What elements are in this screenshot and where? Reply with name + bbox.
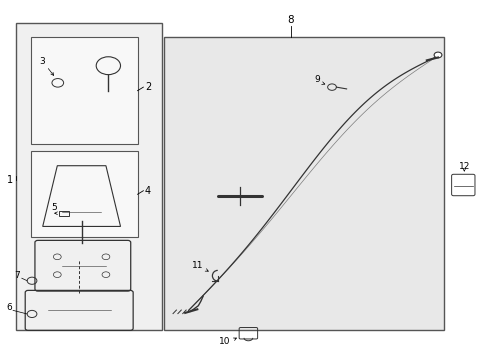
Circle shape bbox=[433, 52, 441, 58]
Text: 9: 9 bbox=[313, 75, 319, 84]
Text: 4: 4 bbox=[144, 186, 151, 196]
Text: 8: 8 bbox=[287, 15, 293, 24]
Text: 3: 3 bbox=[40, 57, 45, 66]
FancyBboxPatch shape bbox=[30, 37, 137, 144]
Text: 6: 6 bbox=[6, 303, 12, 312]
Text: 12: 12 bbox=[458, 162, 469, 171]
Text: 7: 7 bbox=[14, 271, 20, 280]
Text: 11: 11 bbox=[191, 261, 203, 270]
Text: 10: 10 bbox=[219, 337, 230, 346]
FancyBboxPatch shape bbox=[30, 152, 137, 237]
Text: 5: 5 bbox=[51, 203, 57, 212]
FancyBboxPatch shape bbox=[16, 23, 162, 330]
Text: 2: 2 bbox=[144, 82, 151, 92]
FancyBboxPatch shape bbox=[164, 37, 443, 330]
Text: 1: 1 bbox=[7, 175, 14, 185]
